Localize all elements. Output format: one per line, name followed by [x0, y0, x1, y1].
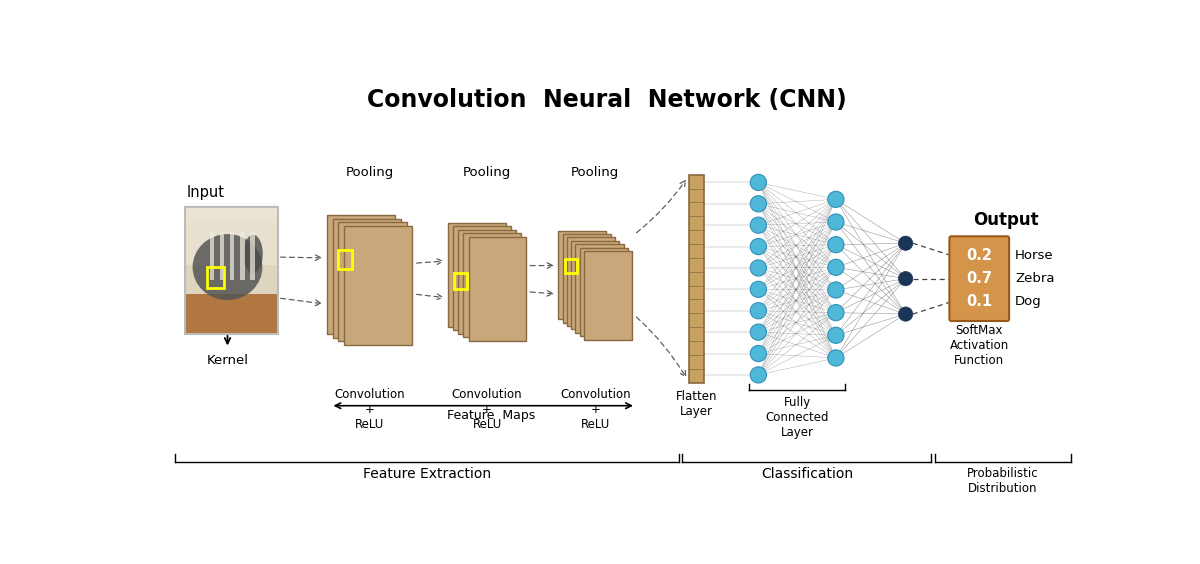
Bar: [689, 175, 704, 382]
Text: Flatten
Layer: Flatten Layer: [676, 390, 718, 418]
Circle shape: [899, 307, 913, 321]
Bar: [565, 259, 577, 274]
Text: Fully
Connected
Layer: Fully Connected Layer: [766, 396, 829, 439]
Text: 0.2: 0.2: [966, 248, 992, 263]
Bar: [185, 212, 278, 217]
Bar: [185, 217, 278, 221]
Circle shape: [750, 345, 767, 362]
Bar: [185, 221, 278, 226]
Text: Kernel: Kernel: [206, 354, 248, 367]
Bar: [210, 232, 215, 280]
Circle shape: [750, 217, 767, 233]
Bar: [454, 226, 511, 331]
Text: Output: Output: [973, 211, 1039, 229]
Text: Dog: Dog: [1015, 296, 1042, 309]
Text: Pooling: Pooling: [346, 166, 394, 179]
Circle shape: [899, 271, 913, 286]
FancyBboxPatch shape: [949, 236, 1009, 321]
Bar: [326, 215, 395, 334]
Text: Convolution  Neural  Network (CNN): Convolution Neural Network (CNN): [367, 87, 847, 112]
Circle shape: [828, 327, 844, 343]
Bar: [338, 222, 407, 341]
Text: SoftMax
Activation
Function: SoftMax Activation Function: [949, 324, 1009, 368]
Circle shape: [750, 196, 767, 212]
Bar: [185, 208, 278, 212]
Text: Classification: Classification: [761, 466, 853, 481]
Bar: [563, 234, 611, 323]
Text: Convolution
+
ReLU: Convolution + ReLU: [560, 388, 630, 431]
Bar: [580, 248, 628, 336]
Bar: [571, 241, 619, 329]
Circle shape: [828, 282, 844, 298]
Bar: [220, 232, 224, 280]
Bar: [566, 237, 616, 326]
Bar: [468, 237, 526, 341]
Bar: [230, 232, 234, 280]
Bar: [185, 208, 278, 294]
Text: Feature Extraction: Feature Extraction: [362, 466, 491, 481]
Text: Input: Input: [186, 185, 224, 200]
Text: Probabilistic
Distribution: Probabilistic Distribution: [967, 466, 1039, 495]
Bar: [185, 208, 278, 334]
Bar: [449, 223, 505, 327]
Bar: [185, 208, 278, 334]
Text: Convolution
+
ReLU: Convolution + ReLU: [452, 388, 522, 431]
Bar: [185, 294, 278, 334]
Circle shape: [828, 236, 844, 253]
Ellipse shape: [244, 235, 263, 274]
Circle shape: [828, 305, 844, 321]
Text: Pooling: Pooling: [571, 166, 619, 179]
Circle shape: [750, 281, 767, 297]
Bar: [185, 203, 278, 208]
Bar: [558, 231, 606, 319]
Text: 0.1: 0.1: [966, 294, 992, 309]
Circle shape: [750, 303, 767, 319]
Ellipse shape: [193, 234, 263, 300]
Circle shape: [750, 367, 767, 383]
Circle shape: [750, 260, 767, 276]
Circle shape: [750, 239, 767, 255]
Circle shape: [828, 214, 844, 230]
Circle shape: [750, 174, 767, 191]
Bar: [344, 226, 413, 345]
Bar: [576, 244, 624, 333]
Text: Horse: Horse: [1015, 249, 1054, 262]
Text: Convolution
+
ReLU: Convolution + ReLU: [335, 388, 404, 431]
Circle shape: [828, 191, 844, 208]
Circle shape: [828, 259, 844, 275]
Text: Feature  Maps: Feature Maps: [446, 409, 535, 422]
Bar: [454, 272, 467, 289]
Bar: [240, 232, 245, 280]
Bar: [337, 250, 353, 268]
Circle shape: [828, 350, 844, 366]
Circle shape: [750, 324, 767, 340]
Bar: [458, 230, 516, 334]
Text: Zebra: Zebra: [1015, 272, 1055, 285]
Text: Pooling: Pooling: [463, 166, 511, 179]
Bar: [332, 219, 401, 338]
Text: 0.7: 0.7: [966, 271, 992, 286]
Bar: [250, 232, 254, 280]
Bar: [185, 208, 278, 265]
Bar: [206, 267, 223, 288]
Bar: [463, 233, 521, 337]
Circle shape: [899, 236, 913, 250]
Bar: [584, 252, 632, 340]
